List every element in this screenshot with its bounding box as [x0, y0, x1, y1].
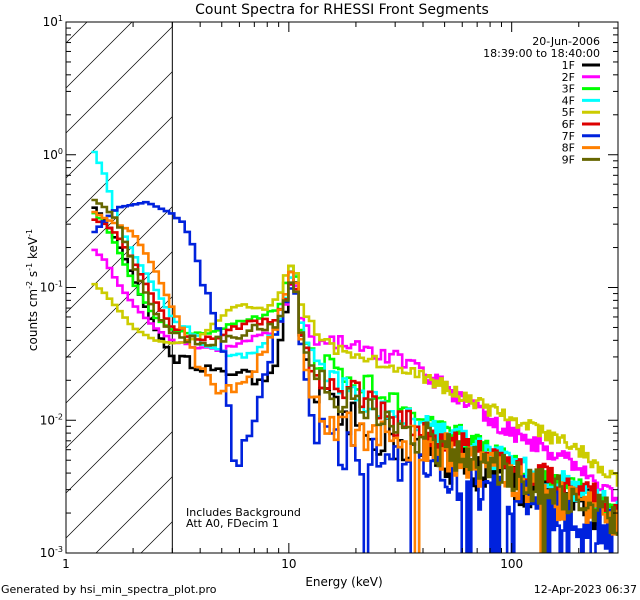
hatch-line	[66, 386, 173, 494]
legend-label-8F: 8F	[562, 142, 575, 155]
series-layer	[91, 150, 618, 553]
legend-label-4F: 4F	[562, 94, 575, 107]
series-line-9F	[91, 198, 618, 553]
legend-label-7F: 7F	[562, 130, 575, 143]
hatch-line	[66, 431, 173, 539]
chart-title: Count Spectra for RHESSI Front Segments	[195, 2, 489, 18]
legend-label-9F: 9F	[562, 153, 575, 166]
y-tick-label-1e0: 100	[43, 147, 63, 162]
legend-label-6F: 6F	[562, 118, 575, 131]
x-tick-label-100: 100	[500, 557, 523, 571]
hatch-line	[66, 251, 173, 359]
legend-label-1F: 1F	[562, 59, 575, 72]
legend-label-3F: 3F	[562, 83, 575, 96]
annotation-attenuator: Att A0, FDecim 1	[186, 517, 279, 530]
series-line-2F	[91, 248, 618, 503]
generated-by-label: Generated by hsi_min_spectra_plot.pro	[1, 583, 217, 596]
hatched-region	[0, 22, 640, 553]
annotation-background: Includes Background	[186, 506, 301, 519]
series-line-7F	[91, 200, 618, 553]
y-tick-label-1e-1: 10-1	[40, 280, 63, 295]
y-tick-label-1e-3: 10-3	[40, 545, 63, 560]
hatch-line	[66, 71, 173, 179]
y-tick-label-1e1: 101	[43, 14, 63, 29]
x-tick-label-1: 1	[62, 557, 70, 571]
time-range-label: 18:39:00 to 18:40:00	[483, 47, 600, 60]
legend-label-5F: 5F	[562, 106, 575, 119]
series-line-5F	[91, 264, 618, 487]
legend-label-2F: 2F	[562, 71, 575, 84]
y-axis-label: counts cm-2 s-1 keV-1	[25, 229, 40, 351]
axis-ticks	[65, 22, 619, 554]
timestamp-label: 12-Apr-2023 06:37	[533, 583, 637, 596]
hatch-line	[66, 26, 173, 134]
x-axis-label: Energy (keV)	[305, 575, 382, 589]
hatch-line	[636, 22, 640, 553]
y-tick-label-1e-2: 10-2	[40, 412, 63, 427]
hatch-line	[0, 22, 42, 553]
x-tick-label-10: 10	[281, 557, 296, 571]
hatch-line	[66, 206, 173, 314]
date-label: 20-Jun-2006	[532, 35, 600, 48]
